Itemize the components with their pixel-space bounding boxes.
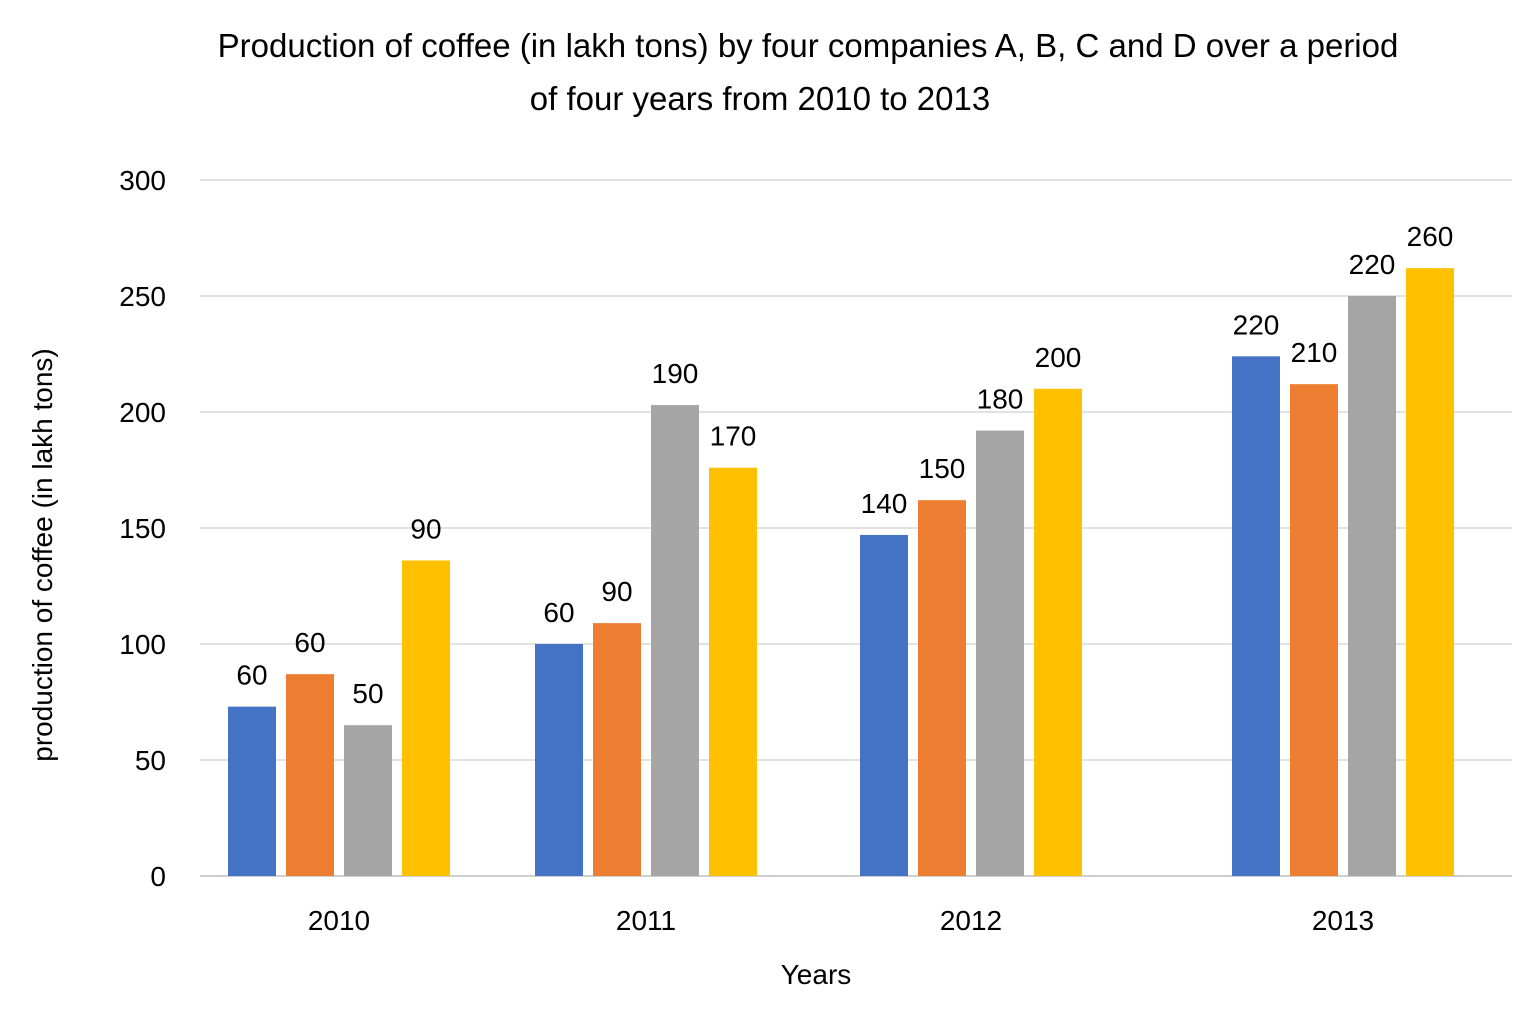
bar-B-2012	[918, 500, 966, 876]
x-tick-label: 2010	[308, 905, 370, 936]
y-tick-label: 0	[150, 861, 166, 892]
y-tick-label: 300	[119, 165, 166, 196]
data-label: 210	[1291, 337, 1338, 368]
x-axis-ticks: 2010 2011 2012 2013	[308, 905, 1374, 936]
data-label: 60	[236, 660, 267, 691]
bar-C-2011	[651, 405, 699, 876]
chart-title-line-1: Production of coffee (in lakh tons) by f…	[218, 27, 1399, 64]
x-tick-label: 2011	[616, 905, 676, 936]
data-label: 200	[1035, 342, 1082, 373]
data-label: 170	[710, 421, 757, 452]
data-label: 90	[410, 513, 441, 544]
bar-B-2011	[593, 623, 641, 876]
y-tick-label: 100	[119, 629, 166, 660]
bar-D-2010	[402, 560, 450, 876]
bar-A-2011	[535, 644, 583, 876]
y-tick-label: 250	[119, 281, 166, 312]
data-label: 60	[294, 627, 325, 658]
y-tick-label: 150	[119, 513, 166, 544]
bar-C-2013	[1348, 296, 1396, 876]
data-label: 140	[861, 488, 908, 519]
x-tick-label: 2013	[1312, 905, 1374, 936]
bar-A-2010	[228, 706, 276, 876]
y-axis-label: production of coffee (in lakh tons)	[27, 348, 58, 762]
bar-A-2013	[1232, 356, 1280, 876]
bar-B-2013	[1290, 384, 1338, 876]
bar-D-2011	[709, 467, 757, 876]
bar-C-2012	[976, 430, 1024, 876]
bar-A-2012	[860, 534, 908, 876]
x-tick-label: 2012	[940, 905, 1002, 936]
data-label: 190	[652, 358, 699, 389]
data-label: 180	[977, 384, 1024, 415]
bar-D-2013	[1406, 268, 1454, 876]
bar-C-2010	[344, 725, 392, 876]
data-label: 90	[601, 576, 632, 607]
bars	[228, 268, 1454, 876]
y-axis-ticks: 0 50 100 150 200 250 300	[119, 165, 166, 892]
data-label: 260	[1407, 221, 1454, 252]
x-axis-label: Years	[781, 959, 852, 990]
bar-D-2012	[1034, 388, 1082, 876]
data-label: 150	[919, 453, 966, 484]
bar-B-2010	[286, 674, 334, 876]
data-label: 220	[1233, 309, 1280, 340]
y-tick-label: 50	[135, 745, 166, 776]
data-labels: 60 60 50 90 60 90 190 170 140 150 180 200 220 210 220 2…	[236, 221, 1453, 709]
data-label: 220	[1349, 249, 1396, 280]
y-tick-label: 200	[119, 397, 166, 428]
data-label: 50	[352, 678, 383, 709]
data-label: 60	[543, 597, 574, 628]
chart-title-line-2: of four years from 2010 to 2013	[530, 80, 990, 117]
